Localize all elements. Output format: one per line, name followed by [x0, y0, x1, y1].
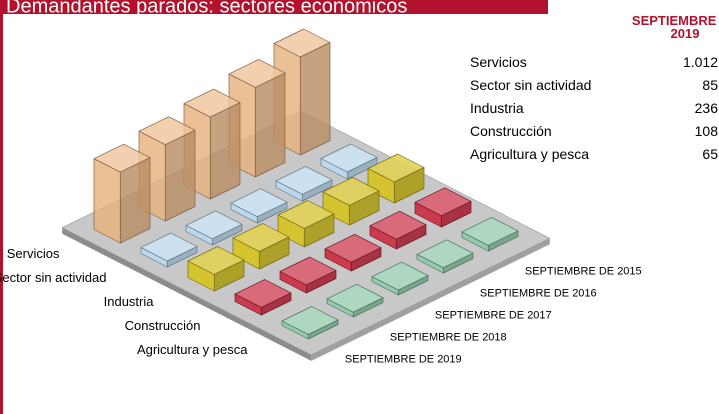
bar	[275, 166, 333, 202]
bar-top	[230, 188, 288, 218]
bar-top	[279, 256, 337, 286]
bar-top	[232, 223, 290, 252]
bar	[326, 283, 384, 318]
category-label: SEPTIEMBRE DE 2016	[480, 288, 597, 300]
row-value: 108	[694, 123, 718, 139]
table-row: Servicios 1.012	[470, 54, 718, 74]
bar-top	[187, 246, 245, 275]
floor-side	[62, 227, 312, 361]
category-label: SEPTIEMBRE DE 2017	[435, 310, 552, 322]
chart-title: Demandantes parados: sectores económicos	[6, 0, 407, 17]
bar-top	[369, 210, 427, 240]
sector-label: Servicios	[7, 246, 60, 261]
bar	[232, 223, 290, 270]
table-row: Agricultura y pesca 65	[470, 146, 718, 166]
bar-side	[254, 72, 286, 178]
table-row: Sector sin actividad 85	[470, 77, 718, 97]
bar-side	[164, 129, 196, 222]
row-name: Servicios	[470, 54, 527, 70]
bar	[324, 233, 382, 272]
bar-side	[119, 157, 151, 244]
bar	[369, 210, 427, 250]
category-label: SEPTIEMBRE DE 2015	[525, 266, 642, 278]
bar	[187, 246, 245, 292]
table-row: Industria 236	[470, 100, 718, 120]
row-name: Construcción	[470, 123, 552, 139]
bar	[185, 210, 243, 246]
bar-top	[275, 166, 333, 195]
bar-top	[281, 306, 339, 335]
bar-top	[367, 153, 425, 183]
bar-side	[209, 102, 241, 200]
bar	[461, 217, 519, 252]
left-border	[0, 0, 3, 414]
bar	[230, 188, 288, 224]
bar-top	[326, 283, 384, 313]
title-band	[0, 0, 548, 14]
bar	[414, 187, 472, 228]
bar	[234, 279, 292, 316]
bar-top	[93, 143, 151, 173]
bar-top	[228, 59, 286, 88]
bar	[416, 239, 474, 274]
bar-front	[93, 158, 121, 244]
bar	[93, 143, 151, 244]
bar-top	[324, 233, 382, 263]
bar	[367, 153, 425, 204]
bar-top	[138, 116, 196, 146]
category-label: SEPTIEMBRE DE 2019	[345, 354, 462, 366]
sector-label: Sector sin actividad	[0, 270, 107, 285]
bar-top	[371, 261, 429, 291]
row-value: 236	[694, 100, 718, 116]
sector-label: Agricultura y pesca	[137, 342, 248, 357]
bar-top	[414, 187, 472, 217]
row-name: Agricultura y pesca	[470, 146, 590, 162]
bar	[279, 256, 337, 294]
floor-side	[311, 238, 550, 361]
bar-top	[416, 239, 474, 269]
row-value: 1.012	[682, 54, 718, 70]
bar-top	[461, 217, 519, 246]
bar	[140, 232, 198, 268]
table-header: SEPTIEMBRE DE 2019	[631, 13, 719, 41]
bar-top	[183, 88, 241, 118]
bar-top	[273, 28, 331, 58]
bar-top	[320, 143, 378, 173]
sector-label: Industria	[104, 294, 155, 309]
row-value: 85	[702, 77, 718, 93]
row-name: Sector sin actividad	[470, 77, 592, 93]
row-value: 65	[702, 146, 718, 162]
bar-top	[234, 279, 292, 308]
bar	[320, 143, 378, 180]
bar-top	[140, 232, 198, 262]
bar-top	[185, 210, 243, 240]
sector-label: Construcción	[125, 318, 201, 333]
bar-top	[322, 177, 380, 206]
bar	[281, 306, 339, 340]
bar	[277, 200, 335, 248]
row-name: Industria	[470, 100, 524, 116]
bar	[138, 116, 196, 222]
bar-top	[277, 200, 335, 229]
bar-side	[299, 42, 331, 156]
table-row: Construcción 108	[470, 123, 718, 143]
bar	[371, 261, 429, 296]
plot: Servicios Sector sin actividad Industria Co…	[0, 28, 642, 366]
bar	[322, 177, 380, 226]
category-label: SEPTIEMBRE DE 2018	[390, 332, 507, 344]
